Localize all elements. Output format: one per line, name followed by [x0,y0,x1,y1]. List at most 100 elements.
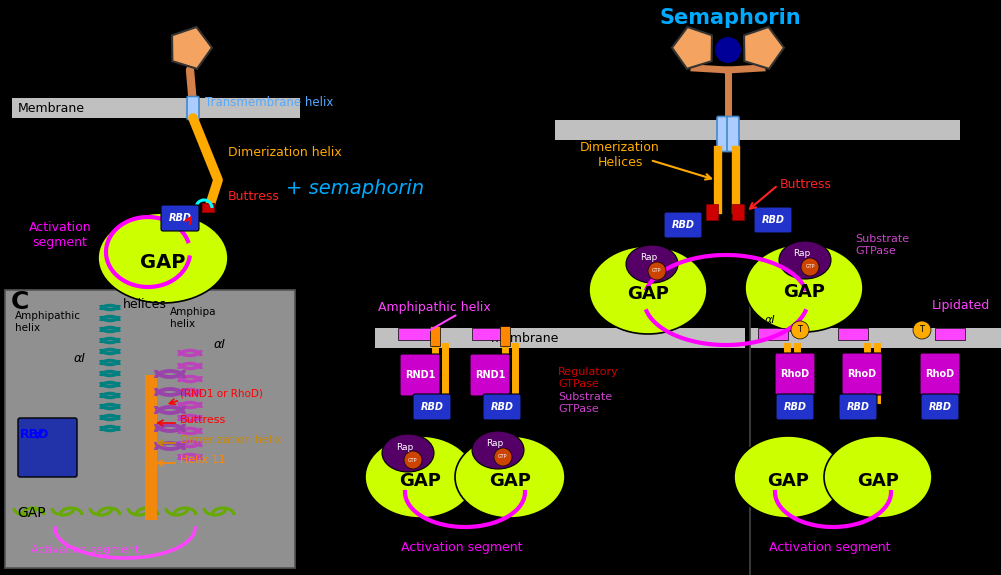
Circle shape [913,321,931,339]
Circle shape [714,36,742,64]
Bar [758,328,788,340]
Text: RBD: RBD [20,428,49,442]
Text: Buttress: Buttress [228,190,280,204]
Text: Buttress: Buttress [180,415,226,425]
Circle shape [494,448,512,466]
Text: Helix 11: Helix 11 [180,455,225,465]
Text: Semaphorin: Semaphorin [660,8,801,28]
Text: RBD: RBD [672,220,695,230]
Text: GTP: GTP [498,454,508,459]
Text: membrane: membrane [490,332,560,344]
Text: Activation segment: Activation segment [31,545,139,555]
Text: RND1: RND1 [474,370,506,380]
Text: Rap: Rap [641,254,658,263]
Text: Amphipathic helix: Amphipathic helix [378,301,490,315]
Text: Substrate
GTPase: Substrate GTPase [558,392,613,414]
Text: RND1: RND1 [404,370,435,380]
Text: RhoD: RhoD [926,369,955,379]
Text: Transmembrane helix: Transmembrane helix [205,97,333,109]
Bar [398,328,430,340]
FancyBboxPatch shape [187,97,199,120]
Text: αI: αI [404,315,415,325]
Text: RBD: RBD [847,402,870,412]
Text: GAP: GAP [627,285,669,303]
Bar [496,394,506,406]
Polygon shape [172,27,212,69]
FancyBboxPatch shape [18,418,77,477]
Text: αI: αI [74,351,86,365]
Text: αI: αI [845,315,855,325]
Bar [732,204,744,220]
Text: Dimerization
Helices: Dimerization Helices [581,141,660,169]
FancyBboxPatch shape [921,394,959,420]
Bar [750,328,1001,348]
FancyBboxPatch shape [754,207,792,233]
FancyBboxPatch shape [775,353,815,395]
Bar [430,326,440,346]
Polygon shape [744,27,784,69]
FancyBboxPatch shape [161,205,199,231]
Ellipse shape [734,436,842,518]
Bar [500,326,510,346]
Text: αI: αI [765,315,776,325]
FancyBboxPatch shape [776,394,814,420]
Text: GAP: GAP [140,252,186,271]
Text: Activation segment: Activation segment [401,542,523,554]
Ellipse shape [455,436,565,518]
Bar [778,394,788,406]
Text: Activation
segment: Activation segment [29,221,91,249]
Bar [145,375,157,520]
Text: helices: helices [123,297,167,311]
FancyBboxPatch shape [920,353,960,395]
FancyBboxPatch shape [842,353,882,395]
FancyBboxPatch shape [839,394,877,420]
Text: αI: αI [478,315,489,325]
Text: GTP: GTP [408,458,417,462]
Bar [706,204,718,220]
Text: Amphipathic
helix: Amphipathic helix [15,311,81,333]
Text: GAP: GAP [767,472,809,490]
FancyBboxPatch shape [413,394,451,420]
Text: GAP: GAP [489,472,531,490]
Ellipse shape [98,213,228,303]
FancyBboxPatch shape [727,117,739,151]
Text: RhoD: RhoD [781,369,810,379]
Text: GAP: GAP [783,283,825,301]
Bar [472,328,504,340]
Bar [202,202,214,212]
Text: Dimerization helix: Dimerization helix [228,145,341,159]
Text: RBD: RBD [168,213,191,223]
Text: Lipidated: Lipidated [932,298,990,312]
Text: Rap: Rap [396,443,413,451]
Bar [838,328,868,340]
Text: RBD: RBD [762,215,785,225]
Text: C: C [11,290,29,314]
Text: Rap: Rap [794,250,811,259]
Ellipse shape [382,434,434,472]
FancyBboxPatch shape [400,354,440,396]
Text: Buttress: Buttress [780,178,832,191]
Text: RBD: RBD [420,402,443,412]
Bar [5,290,295,568]
Text: GAP: GAP [857,472,899,490]
Ellipse shape [745,244,863,332]
Text: T: T [920,325,925,335]
Circle shape [404,451,422,469]
Bar [555,120,960,140]
FancyBboxPatch shape [717,117,729,151]
Text: Regulatory
GTPase: Regulatory GTPase [558,367,619,389]
Text: αI: αI [214,339,226,351]
Text: GTP: GTP [805,264,815,270]
Text: + semaphorin: + semaphorin [286,178,424,197]
FancyBboxPatch shape [483,394,521,420]
Text: RBD: RBD [490,402,514,412]
Bar [375,328,745,348]
Ellipse shape [589,246,707,334]
Ellipse shape [472,431,524,469]
Bar [426,394,436,406]
Text: GAP: GAP [399,472,440,490]
Text: RBD: RBD [929,402,952,412]
Ellipse shape [626,245,678,283]
FancyBboxPatch shape [470,354,510,396]
Text: T: T [798,325,803,335]
